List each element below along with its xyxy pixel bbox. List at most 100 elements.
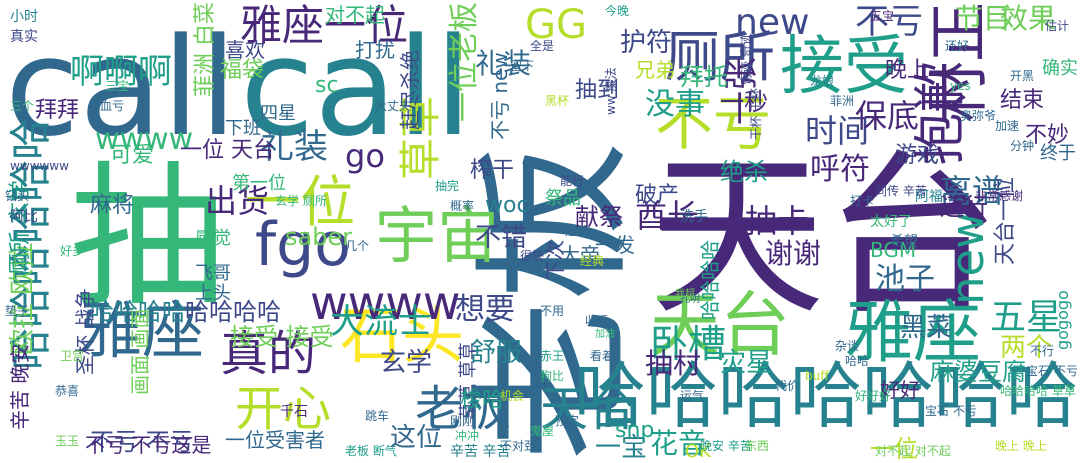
word-两个-72: 两个 xyxy=(1000,333,1053,363)
word-天台-12: 天台 xyxy=(650,284,790,366)
word-喜欢-100: 喜欢 xyxy=(225,38,265,62)
word-抽村-59: 抽村 xyxy=(645,347,702,380)
word-好好-109: 好好 xyxy=(880,378,920,402)
word-不行-191: 不行 xyxy=(1030,344,1055,358)
word-阿福-149: 阿福 xyxy=(915,189,943,205)
word-五宝-156: 五宝 xyxy=(870,9,895,23)
word-大流士-22: 大流士 xyxy=(330,302,432,342)
word-石头-6: 石头 xyxy=(340,299,465,372)
word-ww-魔法-165: ww 魔法 xyxy=(604,67,618,115)
word-玄学-厕所-175: 玄学 厕所 xyxy=(275,194,327,208)
word-玉玉-186: 玉玉 xyxy=(55,434,80,448)
word-不错-66: 不错 xyxy=(475,223,528,253)
word-福袋-90: 福袋 xyxy=(220,58,265,83)
word-一位-16: 一位 xyxy=(245,170,356,234)
word-礼装-54: 礼装 xyxy=(475,47,532,80)
word-池子-45: 池子 xyxy=(875,262,935,297)
word-哈哈哈哈-草草-193: 哈哈哈哈 草草 xyxy=(1000,384,1076,398)
word-冲冲-196: 冲冲 xyxy=(455,429,480,443)
word-刚刚-194: 刚刚 xyxy=(450,414,475,428)
word-同传-辛苦-171: 同传 辛苦 xyxy=(875,184,927,198)
word-干杯-干杯-167: 干杯 干杯 xyxy=(749,88,763,140)
word-飞哥-118: 飞哥 xyxy=(195,263,231,284)
word-节目-53: 节目 xyxy=(955,2,1012,35)
word-不亏-new-101: 不亏 new xyxy=(488,52,512,140)
word-舒服-64: 舒服 xyxy=(470,338,523,368)
word-一宝-111: 一宝 xyxy=(595,433,648,463)
word-保底-32: 保底 xyxy=(855,97,920,135)
word-谢谢-46: 谢谢 xyxy=(765,237,822,270)
word-榨干-84: 榨干 xyxy=(470,158,515,183)
word-菲洲-168: 菲洲 xyxy=(830,94,855,108)
word-护符-55: 护符 xyxy=(620,28,673,58)
word-确实-94: 确实 xyxy=(1042,58,1078,79)
word-wwww-77: wwww xyxy=(95,122,194,157)
word-天台-20: 天台 xyxy=(540,381,637,437)
word-四星-123: 四星 xyxy=(260,103,296,124)
word-花音-110: 花音 xyxy=(650,427,707,460)
word-fgo-14: fgo xyxy=(255,210,351,280)
word-bgm-96: BGM xyxy=(870,238,917,262)
word-祭品-116: 祭品 xyxy=(545,188,581,209)
word-一位受害者-108: 一位受害者 xyxy=(225,428,325,452)
word-大帝-88: 大帝 xyxy=(560,243,600,267)
word-恭喜-183: 恭喜 xyxy=(55,384,80,398)
word-抽卡-40: 抽卡 xyxy=(745,202,810,240)
word-哈哈哈哈-48: 哈哈哈哈 xyxy=(185,298,281,326)
word-拜托-56: 拜托 xyxy=(680,63,728,91)
word-雅座-41: 雅座 xyxy=(80,294,205,367)
word-开心-18: 开心 xyxy=(235,381,332,437)
word-绝杀-61: 绝杀 xyxy=(720,158,768,186)
word-晚安-辛苦-128: 晚安 辛苦 xyxy=(700,439,752,453)
word-sc-78: sc xyxy=(315,73,339,98)
word-开黑-153: 开黑 xyxy=(1010,69,1035,83)
word-跳车-195: 跳车 xyxy=(365,409,390,423)
word-洗手-148: 洗手 xyxy=(680,209,708,225)
word-天台-0: 天台 xyxy=(650,136,1000,339)
word-ok-113: OK xyxy=(685,441,711,462)
word-不亏-不亏-71: 不亏 不亏 xyxy=(90,428,194,456)
word-东西-129: 东西 xyxy=(745,439,770,453)
word-接受-7: 接受 xyxy=(780,30,908,104)
word-麻将-81: 麻将 xyxy=(90,193,135,218)
word-哈哈哈哈-121: 哈哈哈哈 xyxy=(698,240,722,320)
word-不亏-不亏这是-114: 不亏 不亏这是 xyxy=(85,433,212,457)
word-估计-152: 估计 xyxy=(1045,19,1070,33)
word-留下-159: 留下 xyxy=(510,59,535,73)
word-小时-125: 小时 xyxy=(10,9,38,25)
word-三个-162: 三个 xyxy=(10,99,35,113)
word-晚上-92: 晚上 xyxy=(885,58,930,83)
word-千石-127: 千石 xyxy=(280,404,308,420)
word-一秒-51: 一秒 xyxy=(720,88,768,116)
word-梭哈-107: 梭哈 xyxy=(460,388,505,413)
word-分钟-150: 分钟 xyxy=(1010,139,1035,153)
word-代价-200: 代价 xyxy=(775,379,800,393)
word-抽-4: 抽 xyxy=(70,147,225,328)
word-经典-178: 经典 xyxy=(580,254,605,268)
word-杂谈-197: 杂谈 xyxy=(835,339,860,353)
word-想要-63: 想要 xyxy=(455,292,515,327)
word-破产-85: 破产 xyxy=(635,183,680,208)
word-建议-177: 建议 xyxy=(565,224,590,238)
word-下次-120: 下次 xyxy=(543,240,567,280)
word-赶尽杀绝-102: 赶尽杀绝 xyxy=(398,50,422,130)
word-抽到-57: 抽到 xyxy=(575,78,620,103)
word-游戏-86: 游戏 xyxy=(895,143,940,168)
word-woc-89: woc xyxy=(485,193,529,218)
word-这位-69: 这位 xyxy=(390,423,443,453)
word-宝石-不亏-134: 宝石 不亏 xyxy=(925,404,977,418)
word-不对劲-190: 不对劲 xyxy=(500,439,537,453)
word-啊啊啊-27: 啊啊啊 xyxy=(70,52,172,92)
word-献祭-65: 献祭 xyxy=(575,203,623,231)
word-看着-181: 看着 xyxy=(590,349,615,363)
word-出货-37: 出货 xyxy=(205,182,270,220)
word-真实-124: 真实 xyxy=(10,29,38,45)
word-加速-154: 加速 xyxy=(995,119,1020,133)
word-接受-接受-70: 接受 接受 xyxy=(230,323,334,351)
word-抽完-176: 抽完 xyxy=(435,179,460,193)
word-不用-179: 不用 xyxy=(540,304,565,318)
word-画面-画面-105: 画面 画面 xyxy=(128,308,152,395)
word-加油-140: 加油 xyxy=(595,329,615,340)
word-大丈夫-163: 大丈夫 xyxy=(375,99,412,113)
word-雅座-11: 雅座 xyxy=(845,294,982,373)
